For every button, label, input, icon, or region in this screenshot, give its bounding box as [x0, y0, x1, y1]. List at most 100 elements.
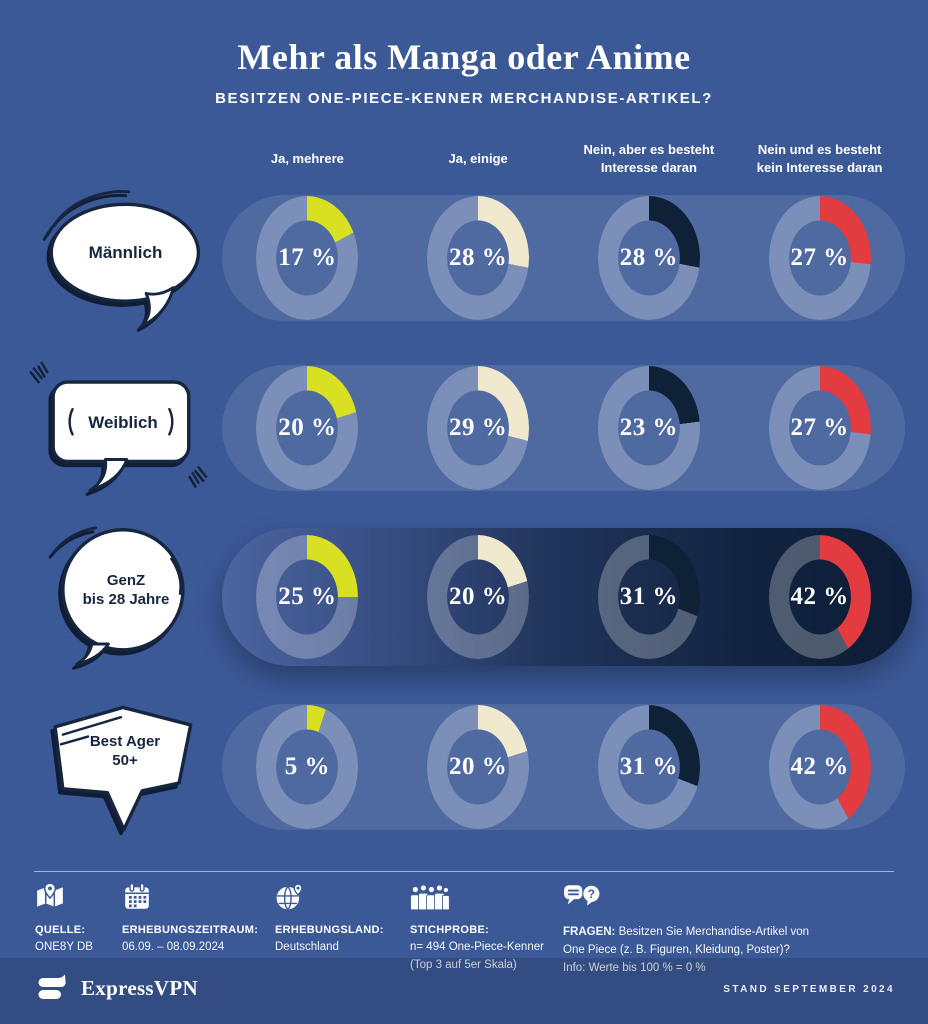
donut-value: 20 % — [449, 753, 508, 780]
footer-label: QUELLE: — [35, 924, 86, 936]
footer-value-line: (Top 3 auf 5er Skala) — [410, 958, 517, 971]
speech-bubble-maennlich: Männlich — [28, 183, 212, 333]
row-label-line: Männlich — [88, 243, 163, 262]
bottom-bar — [0, 958, 928, 1024]
crowd-icon — [410, 884, 450, 911]
donut-maennlich-nein-interesse: 28 % — [597, 196, 700, 320]
donut-ring — [427, 196, 530, 320]
donut-genz-nein-kein-interesse: 42 % — [768, 535, 871, 659]
speech-bubble-rect-icon — [32, 361, 208, 492]
speech-bubble-ellipse-icon — [45, 190, 201, 328]
column-header-nein-kein-interesse: Nein und es besteht kein Interesse daran — [756, 142, 883, 175]
donut-ring — [597, 535, 700, 659]
donut-row-best-ager: 5 % 20 % 31 % 42 % — [222, 705, 905, 829]
donut-weiblich-nein-interesse: 23 % — [597, 366, 700, 490]
column-header-ja-einige: Ja, einige — [448, 151, 508, 167]
calendar-icon — [125, 882, 149, 909]
donut-value: 28 % — [449, 244, 508, 271]
donut-ring — [256, 535, 359, 659]
brand-logo: ExpressVPN — [34, 970, 198, 1006]
footer-label: ERHEBUNGSLAND: — [275, 924, 384, 936]
donut-value: 23 % — [619, 414, 678, 441]
column-header-nein-interesse: Nein, aber es besteht Interesse daran — [583, 142, 715, 175]
footer-value: ONE8Y DB — [35, 941, 93, 953]
speech-bubble-circle-icon — [51, 526, 185, 666]
map-pin-icon — [37, 882, 63, 907]
donut-value: 42 % — [790, 753, 849, 780]
donut-weiblich-ja-mehrere: 20 % — [256, 366, 359, 490]
footer-item-stichprobe: STICHPROBE: n= 494 One-Piece-Kenner (Top… — [410, 882, 570, 975]
donut-value: 20 % — [278, 414, 337, 441]
footer-value: n= 494 One-Piece-Kenner (Top 3 auf 5er S… — [410, 939, 570, 975]
donut-value: 27 % — [790, 414, 849, 441]
speech-bubble-best-ager: Best Ager 50+ — [28, 692, 212, 842]
page-title: Mehr als Manga oder Anime — [237, 37, 691, 77]
footer-value-line: Info: Werte bis 100 % = 0 % — [563, 961, 706, 974]
row-label: Best Ager 50+ — [60, 708, 190, 794]
footer-divider — [34, 871, 894, 872]
donut-maennlich-nein-kein-interesse: 27 % — [768, 196, 871, 320]
donut-weiblich-ja-einige: 29 % — [427, 366, 530, 490]
donut-value: 31 % — [619, 753, 678, 780]
donut-genz-ja-mehrere: 25 % — [256, 535, 359, 659]
footer-item-quelle: QUELLE: ONE8Y DB — [35, 882, 120, 957]
stand-date: STAND SEPTEMBER 2024 — [723, 984, 895, 995]
row-label: Männlich — [58, 213, 193, 293]
chat-question-icon: ? — [564, 885, 600, 906]
footer-label: FRAGEN: — [563, 926, 616, 938]
donut-ring — [768, 196, 871, 320]
footer-value: FRAGEN: Besitzen Sie Merchandise-Artikel… — [563, 924, 898, 977]
donut-value: 29 % — [449, 414, 508, 441]
donut-ring — [768, 705, 871, 829]
donut-ring — [427, 705, 530, 829]
donut-ring — [427, 535, 530, 659]
donut-ring — [256, 196, 359, 320]
donut-ring — [768, 366, 871, 490]
row-label: Weiblich — [58, 385, 188, 461]
donut-ring — [597, 196, 700, 320]
brand-wordmark: ExpressVPN — [81, 975, 198, 1000]
expressvpn-logo-icon — [38, 974, 66, 999]
donut-best-ager-ja-mehrere: 5 % — [256, 705, 359, 829]
row-label: GenZ bis 28 Jahre — [66, 540, 186, 640]
donut-value: 42 % — [790, 583, 849, 610]
donut-maennlich-ja-mehrere: 17 % — [256, 196, 359, 320]
row-label-line: Best Ager — [89, 732, 161, 750]
donut-genz-ja-einige: 20 % — [427, 535, 530, 659]
donut-value: 20 % — [449, 583, 508, 610]
donut-ring — [597, 705, 700, 829]
column-headers: Ja, mehrere Ja, einige Nein, aber es bes… — [222, 132, 905, 186]
donut-genz-nein-interesse: 31 % — [597, 535, 700, 659]
row-label-line: GenZ — [106, 571, 146, 589]
footer-value: Deutschland — [275, 941, 339, 953]
donut-maennlich-ja-einige: 28 % — [427, 196, 530, 320]
donut-best-ager-nein-interesse: 31 % — [597, 705, 700, 829]
footer-item-erhebungsland: ERHEBUNGSLAND: Deutschland — [275, 882, 410, 957]
row-label-line: bis 28 Jahre — [82, 591, 170, 608]
donut-row-weiblich: 20 % 29 % 23 % 27 % — [222, 366, 905, 490]
column-header-ja-mehrere: Ja, mehrere — [270, 151, 344, 167]
donut-value: 28 % — [619, 244, 678, 271]
speech-bubble-weiblich: Weiblich — [28, 353, 212, 503]
donut-ring — [427, 366, 530, 490]
donut-best-ager-ja-einige: 20 % — [427, 705, 530, 829]
donut-value: 27 % — [790, 244, 849, 271]
speech-bubble-genz: GenZ bis 28 Jahre — [28, 522, 212, 672]
donut-weiblich-nein-kein-interesse: 27 % — [768, 366, 871, 490]
donut-best-ager-nein-kein-interesse: 42 % — [768, 705, 871, 829]
footer-item-fragen: ? FRAGEN: Besitzen Sie Merchandise-Artik… — [563, 882, 898, 977]
footer-value: 06.09. – 08.09.2024 — [122, 941, 225, 953]
footer-item-erhebungszeitraum: ERHEBUNGSZEITRAUM: 06.09. – 08.09.2024 — [122, 882, 277, 957]
donut-row-genz: 25 % 20 % 31 % 42 % — [222, 535, 905, 659]
donut-value: 31 % — [619, 583, 678, 610]
footer-value-line: Besitzen Sie Merchandise-Artikel von — [618, 926, 810, 938]
speech-bubble-shout-icon — [53, 705, 193, 832]
donut-ring — [256, 366, 359, 490]
donut-ring — [597, 366, 700, 490]
donut-ring — [256, 705, 359, 829]
globe-pin-icon — [276, 883, 303, 910]
footer-label: ERHEBUNGSZEITRAUM: — [122, 924, 259, 936]
donut-value: 5 % — [284, 753, 330, 780]
donut-value: 25 % — [278, 583, 337, 610]
footer-value-line: One Piece (z. B. Figuren, Kleidung, Post… — [563, 943, 790, 956]
